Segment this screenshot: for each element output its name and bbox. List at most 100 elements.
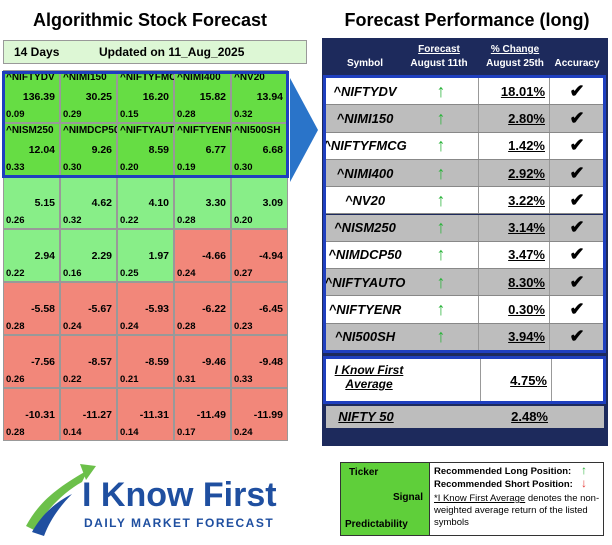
predictability: 0.23 (234, 321, 253, 332)
legend-average-term: *I Know First Average (434, 493, 526, 504)
predictability: 0.22 (120, 215, 139, 226)
signal: 136.39 (22, 91, 55, 103)
predictability: 0.24 (234, 427, 253, 438)
predictability: 0.33 (6, 162, 25, 173)
left-title: Algorithmic Stock Forecast (32, 10, 268, 30)
predictability: 0.21 (120, 374, 139, 385)
change: 18.01% (478, 78, 550, 105)
signal: 3.09 (262, 197, 283, 209)
accuracy-check: ✔ (569, 162, 585, 183)
predictability: 0.17 (177, 427, 196, 438)
symbol: ^NIMI400 (336, 165, 394, 181)
highlight-box (2, 71, 289, 178)
predictability: 0.25 (120, 268, 139, 279)
forecast-cell: -8.59 0.21 (117, 335, 174, 388)
signal: 15.82 (199, 91, 226, 103)
predictability: 0.32 (234, 109, 253, 120)
predictability: 0.15 (120, 109, 139, 120)
legend-ticker: Ticker (349, 467, 379, 478)
change: 0.30% (478, 296, 550, 323)
predictability: 0.33 (234, 374, 253, 385)
ticker: ^NI500SH (234, 125, 281, 136)
signal: -4.94 (259, 250, 283, 262)
predictability: 0.30 (63, 162, 82, 173)
predictability: 0.24 (120, 321, 139, 332)
forecast-cell: ^NIFTYENR 6.77 0.19 (174, 123, 231, 176)
logo-mark (26, 464, 96, 536)
change: 3.14% (478, 214, 550, 241)
forecast-arrow: ↑ (436, 135, 446, 156)
table-row: ^NI500SH ↑ 3.94% ✔ (326, 323, 604, 351)
signal: -6.45 (259, 303, 283, 315)
forecast-cell: 3.09 0.20 (231, 176, 288, 229)
forecast-cell: -9.48 0.33 (231, 335, 288, 388)
predictability: 0.09 (6, 109, 25, 120)
accuracy-check: ✔ (569, 217, 585, 238)
forecast-cell: 2.29 0.16 (60, 229, 117, 282)
symbol: ^NIFTYAUTO (324, 274, 406, 290)
highlight-box (323, 75, 606, 353)
table-row: ^NIMI150 ↑ 2.80% ✔ (326, 105, 604, 133)
predictability: 0.28 (177, 109, 196, 120)
table-row: ^NIMDCP50 ↑ 3.47% ✔ (326, 241, 604, 270)
predictability: 0.14 (63, 427, 82, 438)
table-row: ^NIFTYDV ↑ 18.01% ✔ (326, 78, 604, 106)
predictability: 0.24 (63, 321, 82, 332)
signal: 2.94 (34, 250, 55, 262)
predictability: 0.14 (120, 427, 139, 438)
forecast-cell: 3.30 0.28 (174, 176, 231, 229)
signal: 8.59 (148, 144, 169, 156)
header-symbol: Symbol (346, 58, 384, 69)
right-title: Forecast Performance (long) (344, 10, 590, 30)
header-forecast: Forecast (418, 44, 460, 55)
accuracy-check: ✔ (569, 107, 585, 128)
accuracy-check: ✔ (569, 80, 585, 101)
forecast-cell: ^NIFTYDV 136.39 0.09 (3, 70, 60, 123)
signal: 16.20 (142, 91, 169, 103)
predictability: 0.28 (6, 321, 25, 332)
ticker: ^NV20 (234, 72, 265, 83)
forecast-cell: -11.31 0.14 (117, 388, 174, 441)
benchmark-label: NIFTY 50 (338, 409, 394, 424)
signal: -5.93 (145, 303, 169, 315)
forecast-cell: -8.57 0.22 (60, 335, 117, 388)
change: 3.22% (478, 187, 550, 214)
forecast-cell: -7.56 0.26 (3, 335, 60, 388)
signal: -11.49 (196, 409, 226, 421)
table-row: ^NIFTYAUTO ↑ 8.30% ✔ (324, 269, 604, 297)
forecast-cell: ^NISM250 12.04 0.33 (3, 123, 60, 176)
legend-signal: Signal (392, 492, 423, 503)
average-change: 4.75% (480, 359, 552, 401)
ticker: ^NIMI150 (63, 72, 107, 83)
header-accuracy: Accuracy (554, 58, 600, 69)
symbol: ^NIMDCP50 (328, 247, 402, 263)
accuracy-check: ✔ (569, 189, 585, 210)
signal: -11.99 (253, 409, 283, 421)
logo-name: I Know First (82, 476, 277, 514)
signal: -6.22 (202, 303, 226, 315)
legend: Ticker Signal Predictability Recommended… (340, 462, 604, 536)
ticker: ^NIFTYDV (6, 72, 55, 83)
period: 14 Days (14, 45, 60, 59)
forecast-cell: 2.94 0.22 (3, 229, 60, 282)
signal: 13.94 (256, 91, 283, 103)
predictability: 0.32 (63, 215, 82, 226)
long-arrow: ↑ (581, 463, 587, 477)
logo-tagline: DAILY MARKET FORECAST (84, 516, 275, 530)
signal: 4.62 (91, 197, 112, 209)
symbol: ^NI500SH (334, 329, 396, 345)
legend-note: *I Know First Average denotes the non-we… (434, 493, 600, 529)
signal: 6.68 (262, 144, 283, 156)
short-arrow: ↓ (581, 476, 587, 490)
forecast-cell: -9.46 0.31 (174, 335, 231, 388)
accuracy-check: ✔ (569, 299, 585, 320)
forecast-cell: ^NIMDCP50 9.26 0.30 (60, 123, 117, 176)
predictability: 0.22 (63, 374, 82, 385)
signal: 2.29 (91, 250, 112, 262)
forecast-arrow: ↑ (436, 162, 446, 183)
forecast-arrow: ↑ (436, 217, 446, 238)
legend-sample: Ticker Signal Predictability (341, 463, 430, 535)
table-row: ^NIFTYFMCG ↑ 1.42% ✔ (323, 132, 604, 160)
